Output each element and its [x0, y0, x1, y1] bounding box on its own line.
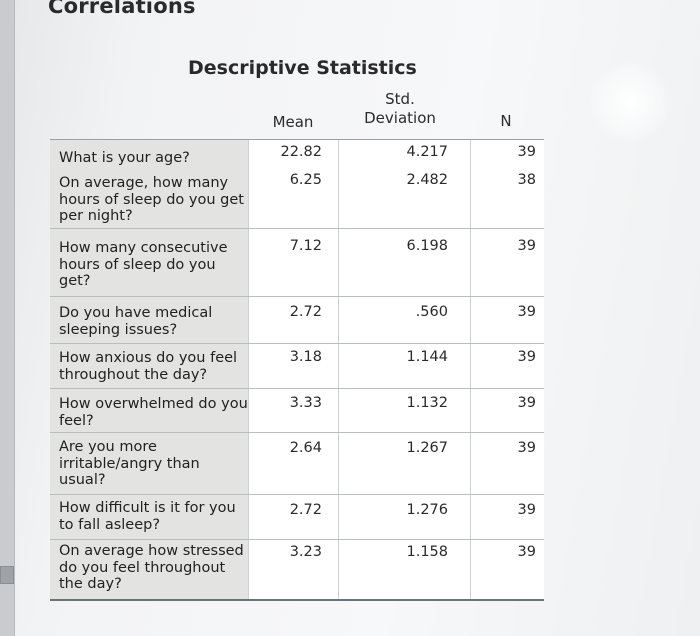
table-row-label: How many consecutive hours of sleep do y…: [59, 240, 228, 289]
std-deviation-value: 2.482: [406, 172, 448, 188]
n-value: 39: [517, 349, 536, 365]
n-value: 39: [517, 502, 536, 518]
table-row-label: On average, how many hours of sleep do y…: [59, 175, 244, 224]
n-value: 39: [517, 238, 536, 254]
std-deviation-value: 1.132: [406, 395, 448, 411]
row-divider: [50, 228, 544, 229]
column-divider: [338, 140, 339, 599]
std-deviation-value: 1.267: [406, 440, 448, 456]
screen-glare: [590, 62, 670, 142]
n-value: 38: [517, 172, 536, 188]
mean-value: 3.33: [289, 395, 322, 411]
std-deviation-value: 1.144: [406, 349, 448, 365]
row-divider: [50, 432, 544, 433]
n-value: 39: [517, 395, 536, 411]
mean-value: 7.12: [289, 238, 322, 254]
row-divider: [50, 388, 544, 389]
table-row-label: Do you have medical sleeping issues?: [59, 305, 213, 338]
mean-value: 3.23: [289, 544, 322, 560]
column-divider: [470, 140, 471, 599]
mean-value: 2.64: [289, 440, 322, 456]
table-row-label: How difficult is it for you to fall asle…: [59, 500, 236, 533]
std-deviation-value: 1.276: [406, 502, 448, 518]
table-title: Descriptive Statistics: [188, 57, 417, 79]
std-deviation-value: 4.217: [406, 144, 448, 160]
row-label-column: [50, 140, 248, 599]
table-row-label: How anxious do you feel throughout the d…: [59, 350, 238, 383]
mean-value: 22.82: [280, 144, 322, 160]
mean-value: 2.72: [289, 304, 322, 320]
column-header-n: N: [500, 112, 512, 130]
descriptive-statistics-table: What is your age? 22.82 4.217 39 On aver…: [50, 139, 544, 601]
n-value: 39: [517, 304, 536, 320]
n-value: 39: [517, 544, 536, 560]
mean-value: 2.72: [289, 502, 322, 518]
window-left-edge: [0, 0, 15, 636]
row-divider: [50, 343, 544, 344]
table-row-label: Are you more irritable/angry than usual?: [59, 439, 200, 488]
std-deviation-value: .560: [415, 304, 448, 320]
mean-value: 3.18: [289, 349, 322, 365]
edge-handle: [0, 566, 14, 584]
row-divider: [50, 296, 544, 297]
column-header-mean: Mean: [272, 113, 314, 131]
std-deviation-value: 6.198: [406, 238, 448, 254]
table-row-label: What is your age?: [59, 150, 190, 166]
page-title: Correlations: [48, 0, 196, 18]
table-row-label: How overwhelmed do you feel?: [59, 396, 248, 429]
n-value: 39: [517, 440, 536, 456]
table-row-label: On average how stressed do you feel thro…: [59, 543, 244, 592]
column-header-std-deviation: Std. Deviation: [364, 90, 436, 127]
mean-value: 6.25: [289, 172, 322, 188]
n-value: 39: [517, 144, 536, 160]
row-divider: [50, 539, 544, 540]
column-divider: [248, 140, 249, 599]
std-deviation-value: 1.158: [406, 544, 448, 560]
row-divider: [50, 494, 544, 495]
